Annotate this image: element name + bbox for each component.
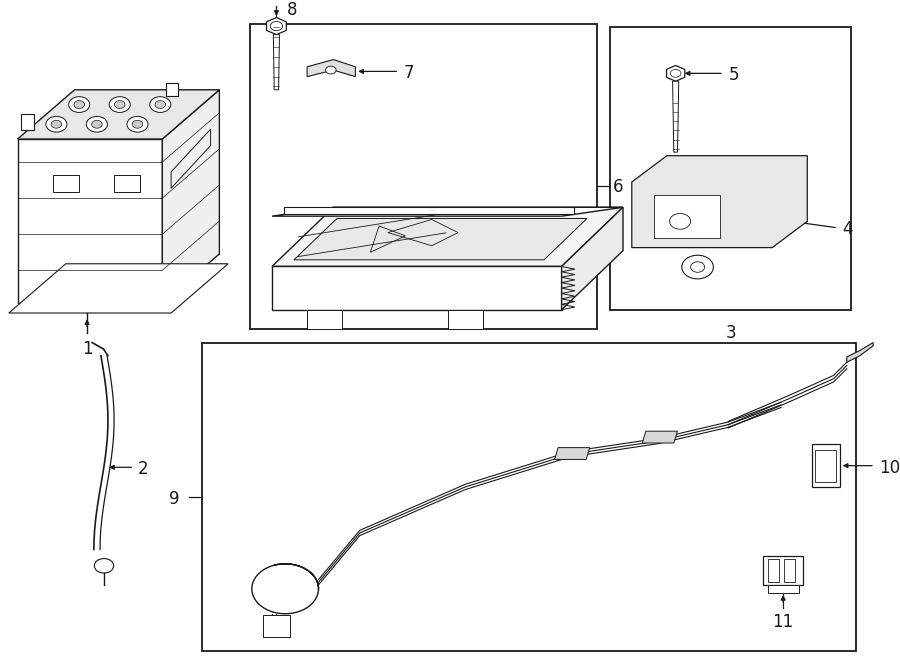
Polygon shape (9, 264, 228, 313)
Circle shape (86, 116, 107, 132)
Polygon shape (643, 431, 678, 443)
Text: 10: 10 (879, 459, 900, 477)
Polygon shape (307, 310, 342, 329)
Polygon shape (294, 219, 587, 260)
Text: 7: 7 (403, 63, 414, 82)
Text: 3: 3 (725, 324, 736, 342)
Polygon shape (272, 208, 623, 216)
Bar (610, 27, 851, 310)
Bar (815, 449, 836, 482)
Circle shape (270, 22, 283, 30)
Polygon shape (263, 615, 290, 637)
Polygon shape (162, 90, 220, 303)
Text: 5: 5 (728, 65, 739, 84)
Circle shape (670, 69, 681, 77)
Bar (250, 24, 597, 329)
Polygon shape (847, 342, 873, 362)
Text: 6: 6 (613, 178, 623, 196)
Polygon shape (554, 447, 590, 459)
Circle shape (690, 262, 705, 272)
Circle shape (132, 120, 143, 128)
Circle shape (94, 559, 113, 573)
Polygon shape (272, 266, 562, 310)
Text: 9: 9 (169, 490, 180, 508)
Circle shape (326, 66, 336, 74)
Polygon shape (653, 195, 719, 238)
Circle shape (682, 255, 714, 279)
Circle shape (109, 97, 130, 112)
Polygon shape (447, 310, 482, 329)
Polygon shape (307, 59, 356, 77)
Bar (768, 586, 798, 594)
Bar (166, 83, 178, 97)
Circle shape (670, 214, 690, 229)
Polygon shape (672, 81, 679, 152)
Bar (202, 342, 856, 651)
Text: 1: 1 (82, 340, 93, 358)
Text: 11: 11 (772, 613, 794, 631)
Polygon shape (632, 156, 807, 248)
Text: 8: 8 (287, 1, 297, 19)
Polygon shape (17, 139, 162, 303)
Circle shape (155, 100, 166, 108)
Circle shape (149, 97, 171, 112)
Polygon shape (274, 34, 280, 90)
Text: 4: 4 (842, 220, 853, 238)
Polygon shape (812, 444, 840, 487)
Circle shape (114, 100, 125, 108)
Bar (22, 114, 34, 130)
Circle shape (127, 116, 148, 132)
Text: 2: 2 (138, 459, 148, 478)
Circle shape (51, 120, 61, 128)
Polygon shape (266, 18, 286, 34)
Polygon shape (562, 208, 623, 310)
Polygon shape (667, 65, 685, 81)
Bar (768, 559, 779, 582)
Bar (784, 559, 795, 582)
Polygon shape (17, 90, 220, 139)
Circle shape (74, 100, 85, 108)
Polygon shape (763, 556, 803, 586)
Polygon shape (272, 208, 623, 266)
Circle shape (68, 97, 90, 112)
Circle shape (92, 120, 103, 128)
Circle shape (46, 116, 67, 132)
Polygon shape (284, 208, 574, 214)
